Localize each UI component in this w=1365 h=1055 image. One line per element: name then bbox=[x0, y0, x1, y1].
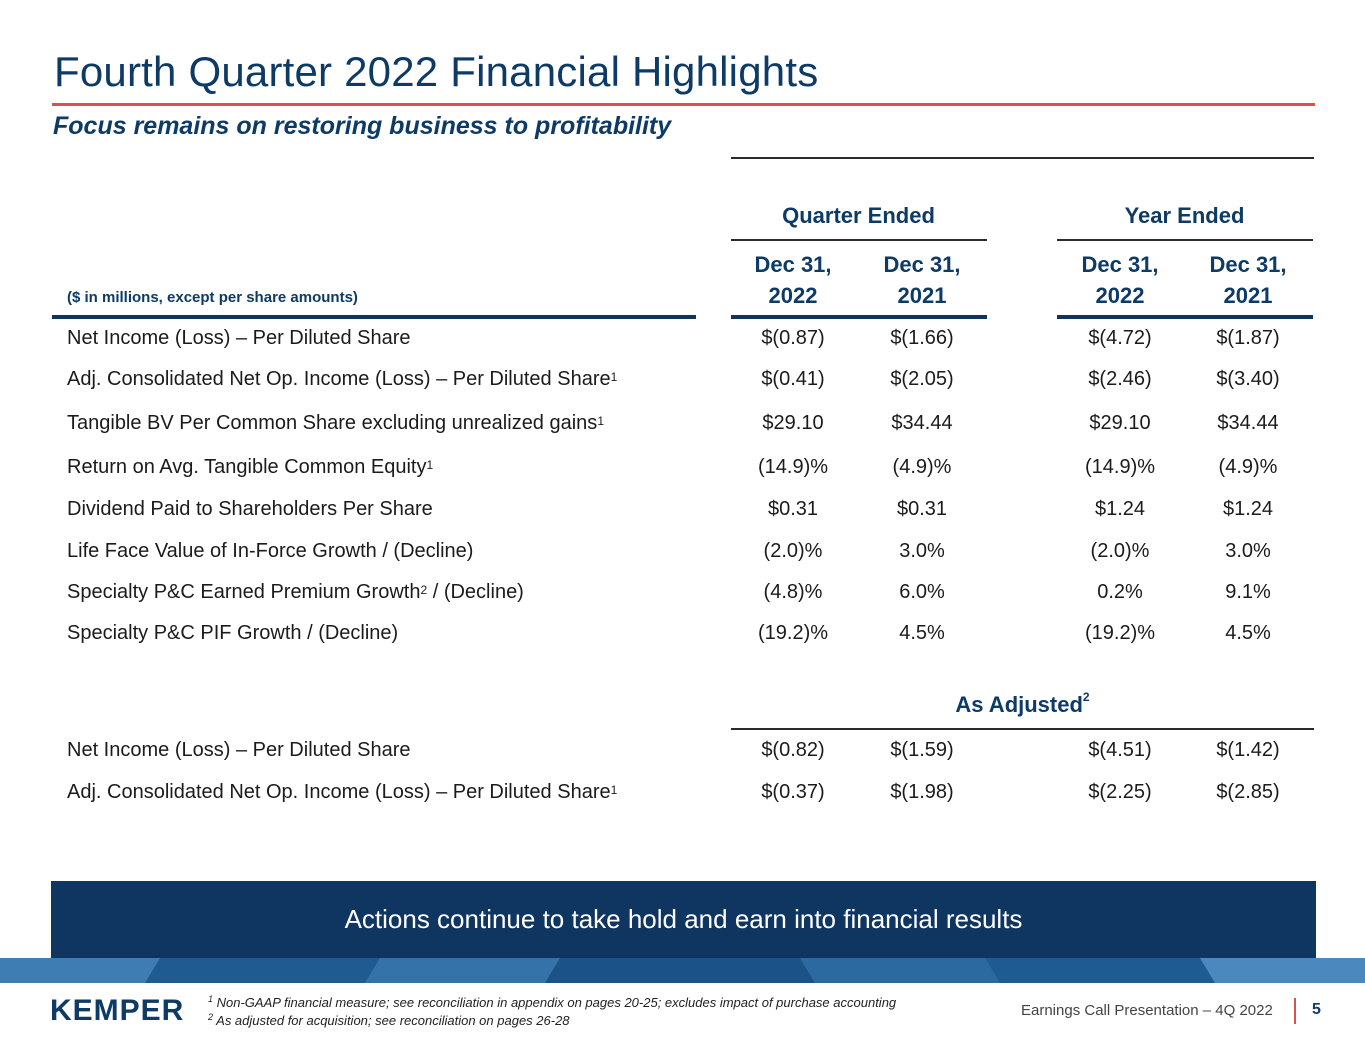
value-cell: 6.0% bbox=[899, 581, 945, 603]
value-cell: 4.5% bbox=[899, 622, 945, 644]
table-row: Dividend Paid to Shareholders Per Share … bbox=[0, 489, 1365, 529]
value-cell: $(1.98) bbox=[890, 781, 954, 803]
row-label: Adj. Consolidated Net Op. Income (Loss) … bbox=[67, 368, 618, 390]
value-cell: (2.0)% bbox=[763, 540, 823, 562]
group-quarter-ended: Quarter Ended bbox=[782, 203, 935, 228]
value-cell: $34.44 bbox=[1217, 412, 1279, 434]
page-subtitle: Focus remains on restoring business to p… bbox=[53, 112, 672, 140]
units-label: ($ in millions, except per share amounts… bbox=[67, 289, 358, 306]
value-cell: $(4.72) bbox=[1088, 327, 1152, 349]
value-cell: $0.31 bbox=[767, 498, 819, 520]
column-header-y-2022: Dec 31, 2022 bbox=[1081, 252, 1159, 308]
value-cell: 0.2% bbox=[1097, 581, 1143, 603]
value-cell: (4.9)% bbox=[892, 456, 952, 478]
row-label: Specialty P&C PIF Growth / (Decline) bbox=[67, 622, 399, 644]
table-row: Specialty P&C PIF Growth / (Decline) (19… bbox=[0, 613, 1365, 653]
page-title: Fourth Quarter 2022 Financial Highlights bbox=[54, 48, 819, 95]
value-cell: 3.0% bbox=[899, 540, 945, 562]
row-label: Tangible BV Per Common Share excluding u… bbox=[67, 412, 604, 434]
table-row: Tangible BV Per Common Share excluding u… bbox=[0, 403, 1365, 443]
header-rule-labels bbox=[52, 315, 696, 319]
table-top-rule bbox=[731, 157, 1314, 159]
row-label: Dividend Paid to Shareholders Per Share bbox=[67, 498, 433, 520]
value-cell: $34.44 bbox=[891, 412, 953, 434]
row-label: Adj. Consolidated Net Op. Income (Loss) … bbox=[67, 781, 618, 803]
value-cell: $(3.40) bbox=[1216, 368, 1280, 390]
value-cell: $(2.85) bbox=[1216, 781, 1280, 803]
value-cell: $(2.05) bbox=[890, 368, 954, 390]
header-rule-year bbox=[1057, 315, 1313, 319]
year-group-rule bbox=[1057, 239, 1313, 241]
value-cell: $29.10 bbox=[762, 412, 824, 434]
decorative-stripe bbox=[0, 958, 1365, 983]
value-cell: $(1.66) bbox=[890, 327, 954, 349]
value-cell: (14.9)% bbox=[757, 456, 829, 478]
value-cell: $(0.87) bbox=[761, 327, 825, 349]
value-cell: $0.31 bbox=[896, 498, 948, 520]
value-cell: (4.9)% bbox=[1218, 456, 1278, 478]
value-cell: $1.24 bbox=[1094, 498, 1146, 520]
value-cell: $29.10 bbox=[1089, 412, 1151, 434]
key-message-banner: Actions continue to take hold and earn i… bbox=[51, 881, 1316, 958]
row-label: Return on Avg. Tangible Common Equity1 bbox=[67, 456, 434, 478]
row-label: Life Face Value of In-Force Growth / (De… bbox=[67, 540, 474, 562]
row-label: Net Income (Loss) – Per Diluted Share bbox=[67, 739, 411, 761]
value-cell: (19.2)% bbox=[1084, 622, 1156, 644]
value-cell: $(0.41) bbox=[761, 368, 825, 390]
value-cell: $1.24 bbox=[1222, 498, 1274, 520]
value-cell: $(1.87) bbox=[1216, 327, 1280, 349]
table-row: Net Income (Loss) – Per Diluted Share $(… bbox=[0, 730, 1365, 770]
value-cell: $(4.51) bbox=[1088, 739, 1152, 761]
presentation-label: Earnings Call Presentation – 4Q 2022 bbox=[1021, 1002, 1273, 1019]
group-year-ended: Year Ended bbox=[1124, 203, 1245, 228]
title-underline bbox=[52, 103, 1315, 106]
value-cell: 3.0% bbox=[1225, 540, 1271, 562]
value-cell: 4.5% bbox=[1225, 622, 1271, 644]
value-cell: (14.9)% bbox=[1084, 456, 1156, 478]
value-cell: $(0.37) bbox=[761, 781, 825, 803]
footnote-1: 1 Non-GAAP financial measure; see reconc… bbox=[208, 994, 897, 1010]
table-row: Specialty P&C Earned Premium Growth2 / (… bbox=[0, 572, 1365, 612]
column-header-q-2021: Dec 31, 2021 bbox=[883, 252, 961, 308]
table-row: Adj. Consolidated Net Op. Income (Loss) … bbox=[0, 359, 1365, 399]
page-number: 5 bbox=[1312, 1001, 1321, 1018]
value-cell: (19.2)% bbox=[757, 622, 829, 644]
footnote-2: 2 As adjusted for acquisition; see recon… bbox=[208, 1012, 570, 1028]
value-cell: (2.0)% bbox=[1090, 540, 1150, 562]
group-as-adjusted: As Adjusted2 bbox=[955, 690, 1090, 717]
value-cell: $(1.42) bbox=[1216, 739, 1280, 761]
table-row: Return on Avg. Tangible Common Equity1 (… bbox=[0, 447, 1365, 487]
table-row: Life Face Value of In-Force Growth / (De… bbox=[0, 531, 1365, 571]
value-cell: 9.1% bbox=[1225, 581, 1271, 603]
adjusted-group-rule bbox=[731, 728, 1314, 730]
value-cell: $(2.25) bbox=[1088, 781, 1152, 803]
value-cell: $(2.46) bbox=[1088, 368, 1152, 390]
row-label: Net Income (Loss) – Per Diluted Share bbox=[67, 327, 411, 349]
kemper-logo: KEMPER bbox=[50, 994, 185, 1027]
value-cell: (4.8)% bbox=[763, 581, 823, 603]
quarter-group-rule bbox=[731, 239, 987, 241]
header-rule-quarter bbox=[731, 315, 987, 319]
table-row: Net Income (Loss) – Per Diluted Share $(… bbox=[0, 318, 1365, 358]
column-header-q-2022: Dec 31, 2022 bbox=[754, 252, 832, 308]
footer-divider bbox=[1294, 998, 1296, 1024]
row-label: Specialty P&C Earned Premium Growth2 / (… bbox=[67, 581, 524, 603]
column-header-y-2021: Dec 31, 2021 bbox=[1209, 252, 1287, 308]
table-row: Adj. Consolidated Net Op. Income (Loss) … bbox=[0, 772, 1365, 812]
value-cell: $(1.59) bbox=[890, 739, 954, 761]
value-cell: $(0.82) bbox=[761, 739, 825, 761]
